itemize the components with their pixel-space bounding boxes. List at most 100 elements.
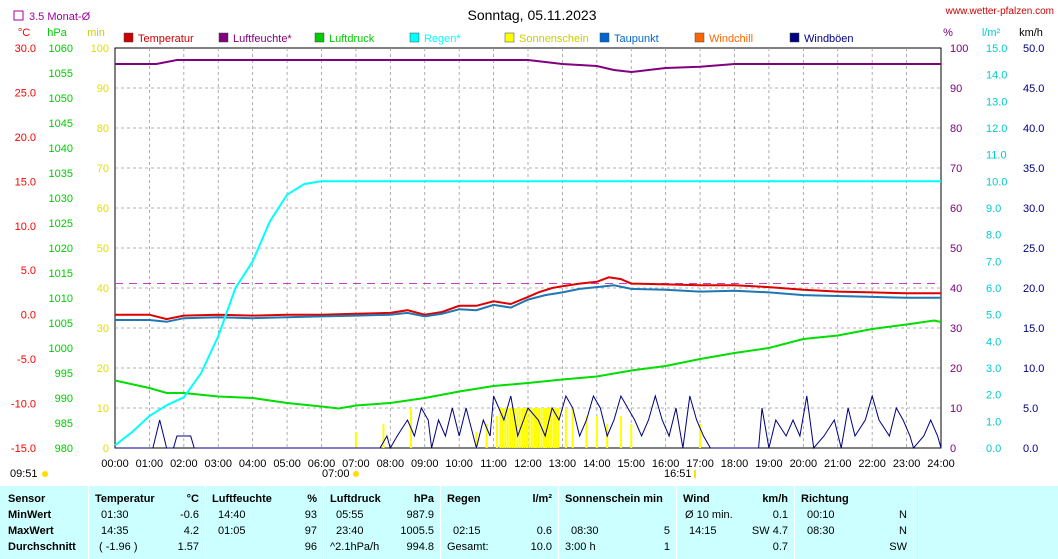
temperatur-unit: °C <box>186 493 199 505</box>
temperatur-header: Temperatur <box>95 493 155 505</box>
luftdruck-trend: ^2.1hPa/h <box>330 541 380 553</box>
pressure-axis-tick-7: 1025 <box>49 218 73 230</box>
chart-axes: 30.0 25.0 20.0 15.0 10.0 5.0 0.0 -5.0 -10.0 -15.0… <box>10 43 1044 480</box>
x-tick-9: 09:00 <box>411 458 439 470</box>
minutes-axis-tick-10: 0 <box>103 443 109 455</box>
unit-pressure: hPa <box>47 27 67 39</box>
regen-unit: l/m² <box>532 493 552 505</box>
legend-swatch-1 <box>218 32 229 43</box>
series-line-windben <box>115 394 942 450</box>
sensor-header: Sensor <box>8 493 46 505</box>
sunshine-bar-4 <box>485 424 488 448</box>
humidity-axis-tick-9: 10 <box>950 403 962 415</box>
stats-col-sensor: Sensor MinWert MaxWert Durchschnitt <box>0 486 89 559</box>
rain-axis-tick-15: 0.0 <box>986 443 1001 455</box>
wind-avg-value: 0.7 <box>772 541 788 553</box>
minutes-axis-tick-8: 20 <box>97 363 109 375</box>
sunshine-bar-11 <box>585 416 588 448</box>
sunshine-bar-dense <box>538 408 541 448</box>
wind-axis-tick-1: 45.0 <box>1023 83 1044 95</box>
wind-axis-tick-10: 0.0 <box>1023 443 1038 455</box>
rain-axis-tick-8: 7.0 <box>986 256 1001 268</box>
x-tick-16: 16:00 <box>652 458 680 470</box>
wind-axis-tick-3: 35.0 <box>1023 163 1044 175</box>
sunrise-icon <box>352 471 359 477</box>
x-tick-21: 21:00 <box>824 458 852 470</box>
luftfeuchte-header: Luftfeuchte <box>212 493 272 505</box>
richtung-avg-value: SW <box>889 541 907 553</box>
stats-col-temperatur: Temperatur °C 01:30 -0.6 14:35 4.2 ( -1.… <box>89 486 206 559</box>
chart-legend: Temperatur Luftfeuchte* Luftdruck Regen* Son… <box>123 32 854 45</box>
sunshine-bar-16 <box>699 424 702 448</box>
temp-axis-tick-5: 5.0 <box>21 265 36 277</box>
sunshine-bar-dense <box>511 408 514 448</box>
minutes-axis-tick-6: 40 <box>97 283 109 295</box>
legend-swatch-3 <box>409 32 420 43</box>
rain-axis-tick-5: 10.0 <box>986 176 1007 188</box>
left-time-label: 09:51 <box>10 468 38 480</box>
pressure-axis-tick-4: 1040 <box>49 143 73 155</box>
wind-unit: km/h <box>762 493 788 505</box>
sunshine-bar-dense <box>542 408 545 448</box>
humidity-axis-tick-8: 20 <box>950 363 962 375</box>
stats-table: Sensor MinWert MaxWert Durchschnitt Temp… <box>0 486 1058 559</box>
x-tick-17: 17:00 <box>686 458 714 470</box>
rain-axis-tick-3: 12.0 <box>986 123 1007 135</box>
wind-axis-tick-4: 30.0 <box>1023 203 1044 215</box>
rain-axis-tick-4: 11.0 <box>986 150 1007 162</box>
wind-max-value: SW 4.7 <box>751 525 788 537</box>
minutes-axis-tick-4: 60 <box>97 203 109 215</box>
chart-marks <box>114 59 942 450</box>
regen-header: Regen <box>447 493 481 505</box>
pressure-axis-tick-2: 1050 <box>49 93 73 105</box>
sunshine-bar-10 <box>571 408 574 448</box>
wind-axis-tick-5: 25.0 <box>1023 243 1044 255</box>
pressure-axis-tick-3: 1045 <box>49 118 73 130</box>
chart-grid <box>114 47 942 449</box>
humidity-axis-tick-3: 70 <box>950 163 962 175</box>
temp-axis-tick-7: -5.0 <box>17 354 36 366</box>
regen-total-value: 10.0 <box>530 541 552 553</box>
richtung-header: Richtung <box>801 493 849 505</box>
legend-label-6: Windchill <box>709 33 753 45</box>
minutes-axis-tick-0: 100 <box>91 43 109 55</box>
legend-label-7: Windböen <box>804 33 854 45</box>
legend-swatch-4 <box>504 32 515 43</box>
luftfeuchte-unit: % <box>307 493 317 505</box>
sunshine-bar-dense <box>523 408 526 448</box>
humidity-axis-tick-5: 50 <box>950 243 962 255</box>
sun-icon-left <box>42 471 48 477</box>
sunshine-bar-9 <box>564 408 567 448</box>
sonne-avg-value: 1 <box>663 541 670 553</box>
x-tick-10: 10:00 <box>445 458 473 470</box>
temp-axis-tick-3: 15.0 <box>15 176 36 188</box>
sunshine-bar-dense <box>516 408 519 448</box>
temp-axis-tick-8: -10.0 <box>11 399 36 411</box>
stats-col-richtung: Richtung 00:10 N 08:30 N SW <box>795 486 914 559</box>
pressure-axis-tick-9: 1015 <box>49 268 73 280</box>
x-tick-1: 01:00 <box>136 458 164 470</box>
stats-col-regen: Regen l/m² 02:15 0.6 Gesamt: 10.0 <box>441 486 559 559</box>
legend-swatch-6 <box>694 32 705 43</box>
regen-max-value: 0.6 <box>536 525 552 537</box>
sunshine-bar-dense <box>499 408 502 448</box>
series-line-taupunkt <box>115 284 941 323</box>
stats-col-luftdruck: Luftdruck hPa 05:55 987.9 23:40 1005.5 ^… <box>324 486 441 559</box>
sonne-header: Sonnenschein min <box>565 493 663 505</box>
rain-axis-tick-10: 5.0 <box>986 310 1001 322</box>
humidity-axis-tick-4: 60 <box>950 203 962 215</box>
pressure-axis-tick-13: 995 <box>55 368 73 380</box>
wind-axis-tick-7: 15.0 <box>1023 323 1044 335</box>
x-tick-19: 19:00 <box>755 458 783 470</box>
rain-axis-tick-12: 3.0 <box>986 363 1001 375</box>
sunshine-bar-15 <box>630 424 633 448</box>
minutes-axis-tick-1: 90 <box>97 83 109 95</box>
luftfeuchte-max-value: 97 <box>304 525 317 537</box>
temperatur-min-time: 01:30 <box>101 509 129 521</box>
wind-axis-tick-8: 10.0 <box>1023 363 1044 375</box>
pressure-axis-tick-16: 980 <box>55 443 73 455</box>
temperatur-max-time: 14:35 <box>101 525 129 537</box>
site-link[interactable]: www.wetter-pfalzen.com <box>945 6 1054 17</box>
luftfeuchte-max-time: 01:05 <box>218 525 246 537</box>
rain-axis-tick-7: 8.0 <box>986 230 1001 242</box>
